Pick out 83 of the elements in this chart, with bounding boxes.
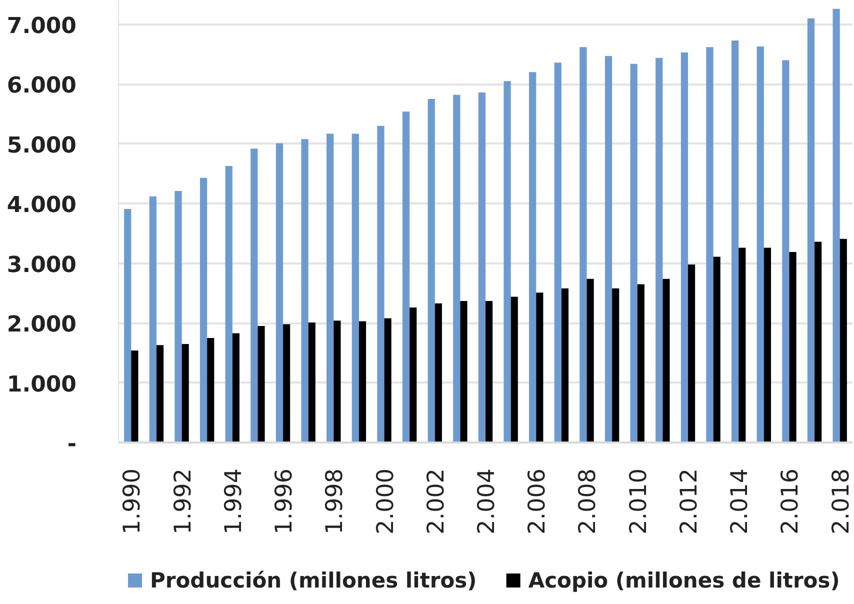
y-tick-label: 6.000 bbox=[6, 74, 77, 99]
bar bbox=[225, 166, 232, 442]
bar bbox=[258, 326, 265, 442]
bar bbox=[131, 350, 138, 442]
bar bbox=[561, 288, 569, 442]
bar bbox=[301, 139, 308, 442]
x-tick-label: 1.994 bbox=[220, 468, 247, 534]
bar bbox=[529, 72, 536, 442]
bar bbox=[840, 238, 847, 442]
bar bbox=[410, 308, 417, 442]
legend-label: Acopio (millones de litros) bbox=[528, 568, 840, 592]
bar bbox=[428, 99, 435, 442]
bar bbox=[352, 134, 359, 442]
bar bbox=[182, 344, 189, 442]
bar bbox=[732, 40, 739, 442]
bar bbox=[453, 94, 460, 442]
y-tick-label: 3.000 bbox=[6, 252, 77, 278]
x-tick-label: 2.010 bbox=[626, 468, 652, 534]
bar bbox=[554, 62, 562, 442]
bar bbox=[637, 284, 644, 442]
bar bbox=[200, 178, 208, 442]
bar bbox=[706, 47, 714, 442]
bar bbox=[680, 52, 688, 442]
x-tick-label: 2.004 bbox=[474, 468, 500, 534]
bar bbox=[630, 64, 638, 442]
bar bbox=[460, 300, 468, 442]
x-tick-label: 2.000 bbox=[372, 468, 399, 534]
bar bbox=[782, 60, 790, 442]
bar bbox=[586, 278, 594, 442]
bar bbox=[434, 303, 442, 442]
bar bbox=[308, 322, 316, 442]
x-tick-label: 1.990 bbox=[120, 468, 146, 534]
bar bbox=[510, 296, 518, 442]
bar bbox=[832, 8, 840, 442]
y-tick-label: 7.000 bbox=[6, 14, 77, 39]
bar bbox=[478, 92, 486, 442]
bar bbox=[612, 288, 620, 442]
y-tick-label: - bbox=[67, 432, 77, 457]
bar bbox=[504, 81, 511, 442]
bar bbox=[250, 148, 258, 442]
bar bbox=[662, 278, 670, 442]
bar bbox=[656, 58, 663, 442]
bar bbox=[358, 321, 366, 442]
bar bbox=[232, 333, 240, 442]
x-tick-label: 2.012 bbox=[676, 468, 702, 534]
bar bbox=[174, 191, 182, 442]
legend-label: Producción (millones litros) bbox=[150, 568, 477, 592]
x-tick-label: 2.006 bbox=[524, 468, 551, 534]
bar bbox=[604, 56, 612, 442]
y-tick-label: 5.000 bbox=[6, 133, 77, 158]
x-tick-label: 2.018 bbox=[828, 468, 854, 534]
bar bbox=[486, 300, 493, 442]
bar bbox=[124, 208, 132, 442]
bar bbox=[326, 134, 334, 442]
bar bbox=[283, 324, 290, 442]
bar bbox=[713, 256, 720, 442]
bar bbox=[402, 112, 410, 442]
x-tick-label: 2.002 bbox=[423, 468, 450, 534]
bar bbox=[207, 338, 214, 442]
x-tick-label: 1.998 bbox=[322, 468, 348, 534]
x-tick-label: 1.992 bbox=[170, 468, 196, 534]
bar bbox=[276, 143, 284, 442]
bar bbox=[156, 345, 164, 442]
bar bbox=[149, 196, 156, 442]
bar bbox=[807, 18, 815, 442]
bar bbox=[688, 264, 696, 442]
y-tick-label: 1.000 bbox=[6, 372, 77, 398]
x-tick-label: 2.016 bbox=[778, 468, 804, 534]
y-tick-label: 2.000 bbox=[6, 312, 77, 338]
bar bbox=[814, 242, 822, 442]
y-tick-label: 4.000 bbox=[6, 193, 77, 218]
bar bbox=[580, 47, 587, 442]
bar bbox=[536, 292, 544, 442]
x-tick-label: 2.014 bbox=[727, 468, 754, 534]
bar bbox=[789, 252, 796, 442]
bar bbox=[738, 248, 746, 442]
x-tick-label: 1.996 bbox=[272, 468, 298, 534]
x-tick-label: 2.008 bbox=[575, 468, 602, 534]
bar bbox=[384, 318, 392, 442]
bar bbox=[764, 248, 771, 442]
bar bbox=[334, 320, 341, 442]
bar bbox=[756, 46, 764, 442]
bar bbox=[377, 126, 384, 442]
